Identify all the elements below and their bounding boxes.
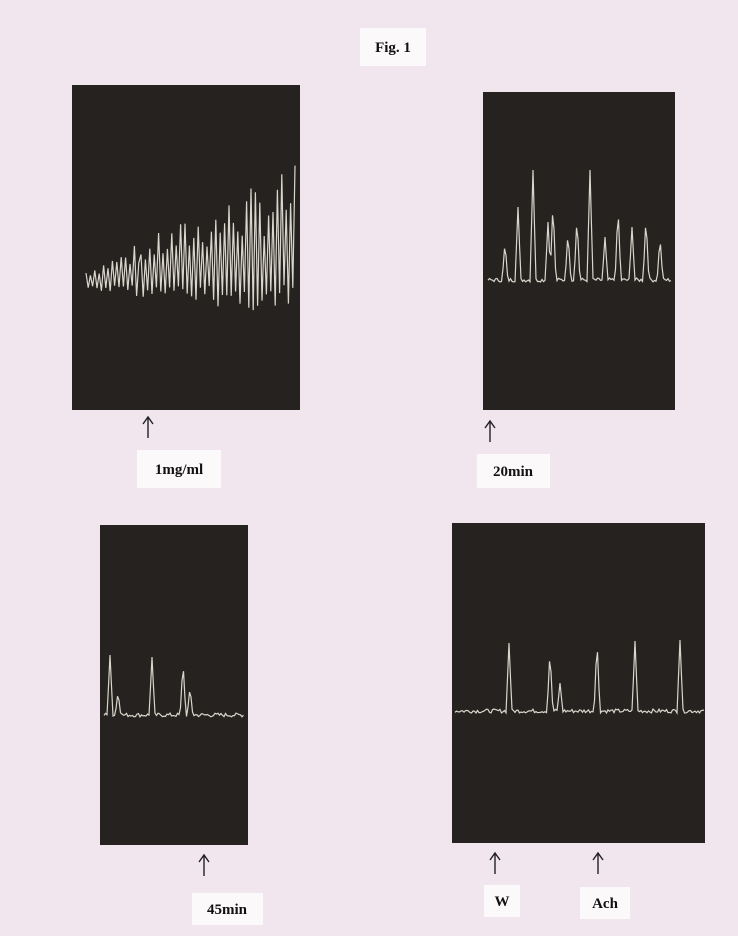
panel-label: W [495, 894, 510, 910]
panel-label: 45min [207, 902, 248, 918]
figure-page: Fig. 1 1mg/ml 20min 45min W Ach [0, 0, 738, 936]
panel-label: Ach [592, 896, 618, 912]
figure-title: Fig. 1 [375, 40, 411, 56]
panel-label: 20min [493, 464, 534, 480]
trace-panel [452, 523, 705, 843]
panel-label: 1mg/ml [155, 462, 203, 478]
trace-panel [100, 525, 248, 845]
